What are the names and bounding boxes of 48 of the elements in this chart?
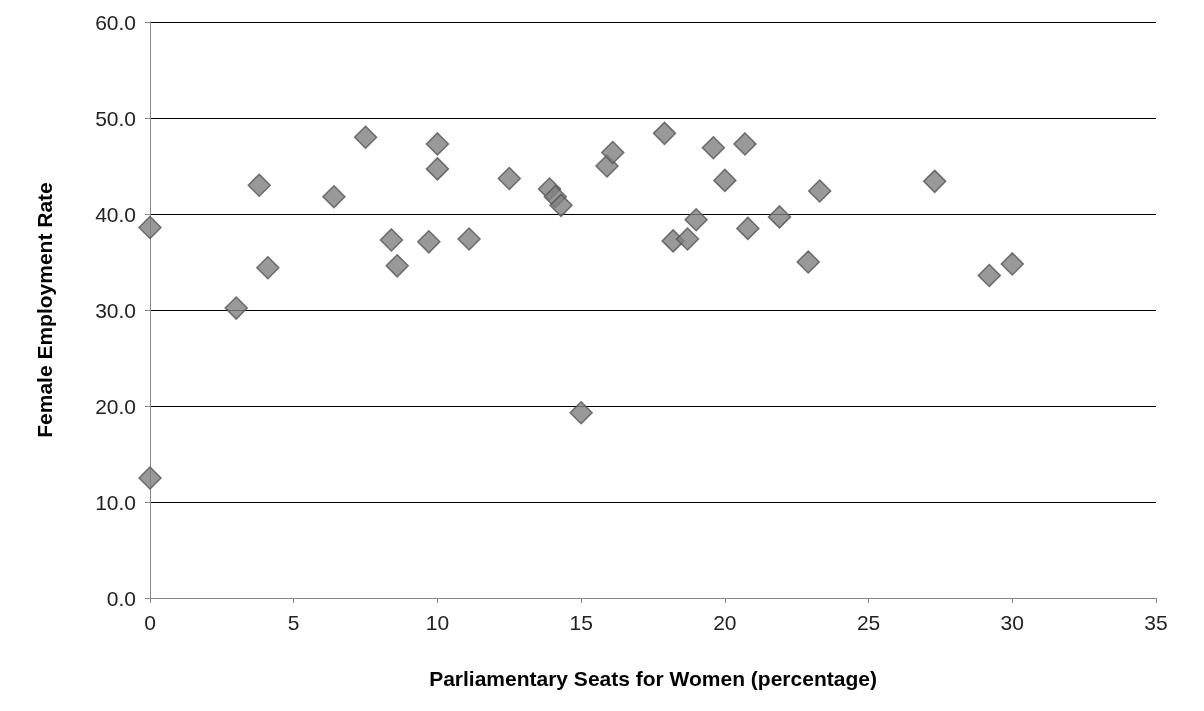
x-tick-label: 0 xyxy=(144,611,156,634)
point xyxy=(497,166,522,191)
point xyxy=(684,208,708,232)
y-tick-label: 0.0 xyxy=(106,586,136,610)
x-tick-label: 10 xyxy=(425,611,450,634)
point xyxy=(1000,252,1025,276)
point xyxy=(353,125,378,149)
point xyxy=(549,193,573,218)
x-tick-label: 20 xyxy=(713,611,737,634)
y-tick-label: 10.0 xyxy=(95,490,136,514)
y-tick-label: 60.0 xyxy=(95,10,136,34)
y-tick-label: 40.0 xyxy=(95,202,136,226)
y-tick-label: 20.0 xyxy=(95,394,136,418)
point xyxy=(796,250,820,274)
point xyxy=(322,184,346,209)
x-axis-title: Parliamentary Seats for Women (percentage) xyxy=(429,667,877,690)
point xyxy=(417,230,441,254)
point xyxy=(247,173,271,197)
point xyxy=(425,157,450,181)
point xyxy=(595,154,619,178)
x-tick-label: 5 xyxy=(287,611,300,634)
point xyxy=(675,227,700,251)
point xyxy=(713,168,737,193)
x-tick-label: 15 xyxy=(569,611,593,634)
x-tick-label: 30 xyxy=(1000,611,1024,634)
point xyxy=(977,263,1002,288)
point xyxy=(224,296,248,320)
point xyxy=(733,132,757,156)
point xyxy=(922,169,947,194)
point xyxy=(601,140,625,165)
point xyxy=(652,121,677,146)
point xyxy=(138,466,162,490)
point xyxy=(736,216,760,241)
point xyxy=(138,215,162,240)
point xyxy=(457,227,481,251)
x-tick-label: 35 xyxy=(1144,611,1168,634)
x-tick-label: 25 xyxy=(856,611,881,634)
point xyxy=(425,132,450,156)
point xyxy=(385,254,409,278)
point xyxy=(767,205,792,229)
point xyxy=(701,136,726,160)
point xyxy=(569,400,593,425)
point xyxy=(807,179,832,203)
y-tick-label: 50.0 xyxy=(95,106,136,130)
point xyxy=(256,256,280,280)
y-tick-label: 30.0 xyxy=(95,298,136,322)
point xyxy=(379,228,404,252)
y-axis-title: Female Employment Rate xyxy=(33,182,56,438)
